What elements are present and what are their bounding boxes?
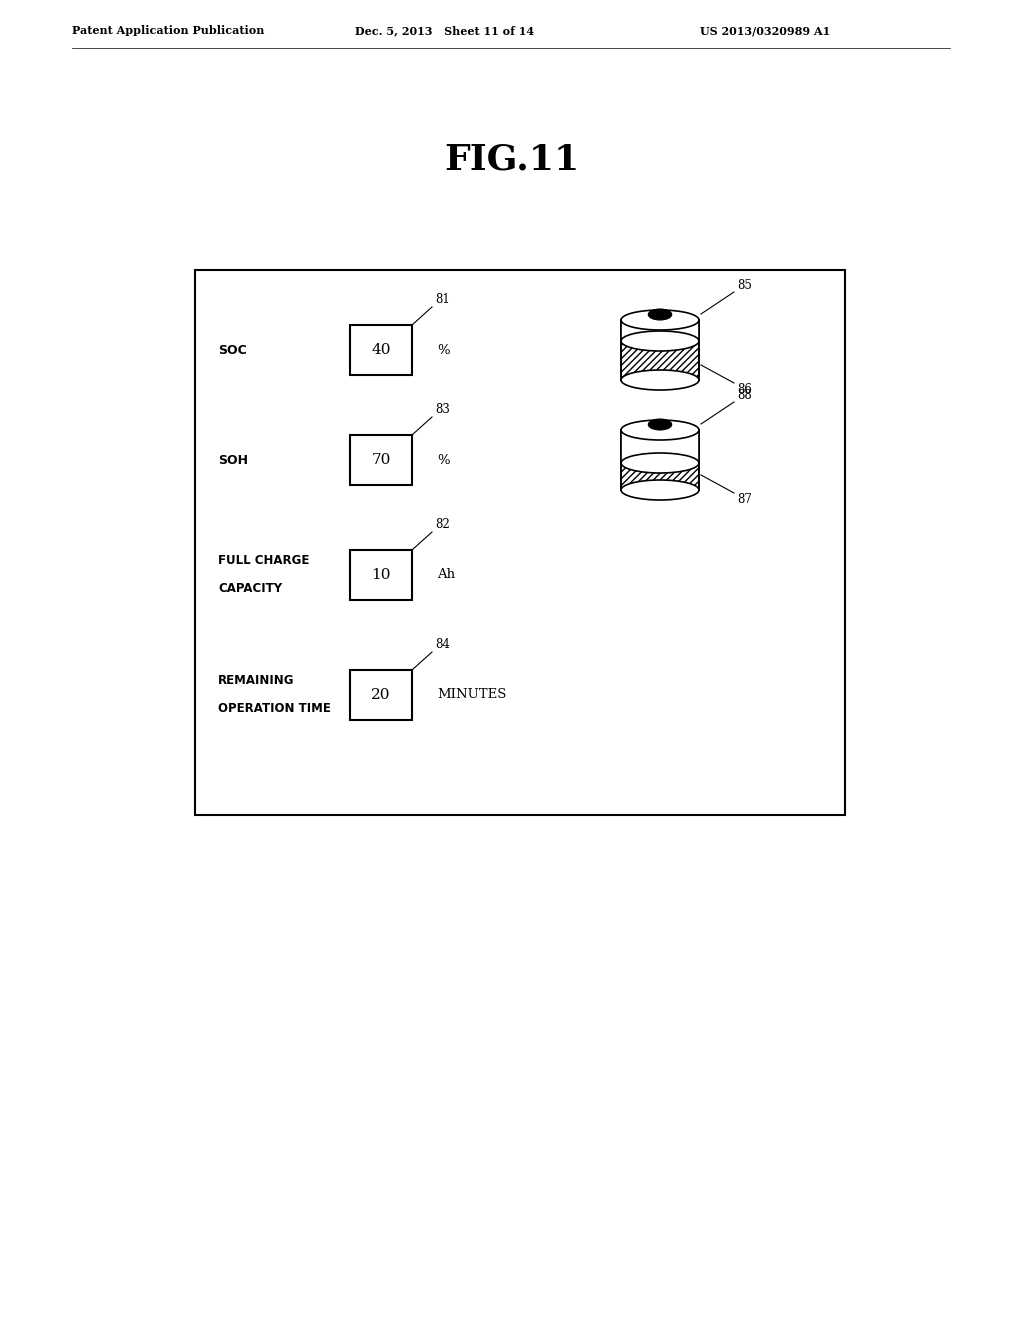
Text: 20: 20 — [372, 688, 391, 702]
Bar — [621, 341, 699, 380]
Text: Ah: Ah — [437, 569, 455, 582]
Text: CAPACITY: CAPACITY — [218, 582, 283, 595]
Text: SOH: SOH — [218, 454, 248, 466]
Text: 87: 87 — [737, 492, 752, 506]
Text: %: % — [437, 343, 450, 356]
Text: Patent Application Publication: Patent Application Publication — [72, 25, 264, 36]
Text: %: % — [437, 454, 450, 466]
Text: 83: 83 — [435, 403, 450, 416]
Ellipse shape — [621, 370, 699, 389]
Ellipse shape — [621, 310, 699, 330]
Bar — [621, 463, 699, 490]
Text: US 2013/0320989 A1: US 2013/0320989 A1 — [700, 25, 830, 36]
Ellipse shape — [621, 453, 699, 473]
Bar — [621, 420, 699, 463]
Text: 85: 85 — [737, 279, 752, 292]
Text: 10: 10 — [372, 568, 391, 582]
Bar — [350, 325, 412, 375]
Text: 84: 84 — [435, 638, 450, 651]
Text: MINUTES: MINUTES — [437, 689, 507, 701]
Text: FIG.11: FIG.11 — [444, 143, 580, 177]
Text: 88: 88 — [737, 389, 752, 403]
Ellipse shape — [648, 309, 672, 319]
Ellipse shape — [621, 331, 699, 351]
Text: 86: 86 — [737, 383, 752, 396]
Text: 82: 82 — [435, 517, 450, 531]
Bar — [195, 271, 845, 814]
Ellipse shape — [621, 480, 699, 500]
Bar — [350, 671, 412, 719]
Bar — [621, 430, 699, 490]
Text: 70: 70 — [372, 453, 391, 467]
Text: Dec. 5, 2013   Sheet 11 of 14: Dec. 5, 2013 Sheet 11 of 14 — [355, 25, 535, 36]
Text: 40: 40 — [372, 343, 391, 356]
Bar — [621, 310, 699, 341]
Ellipse shape — [621, 420, 699, 440]
Bar — [350, 436, 412, 484]
Text: SOC: SOC — [218, 343, 247, 356]
Text: FULL CHARGE: FULL CHARGE — [218, 554, 309, 568]
Ellipse shape — [648, 418, 672, 430]
Text: REMAINING: REMAINING — [218, 675, 295, 688]
Bar — [350, 550, 412, 601]
Bar — [621, 319, 699, 380]
Text: OPERATION TIME: OPERATION TIME — [218, 702, 331, 715]
Text: 81: 81 — [435, 293, 450, 306]
